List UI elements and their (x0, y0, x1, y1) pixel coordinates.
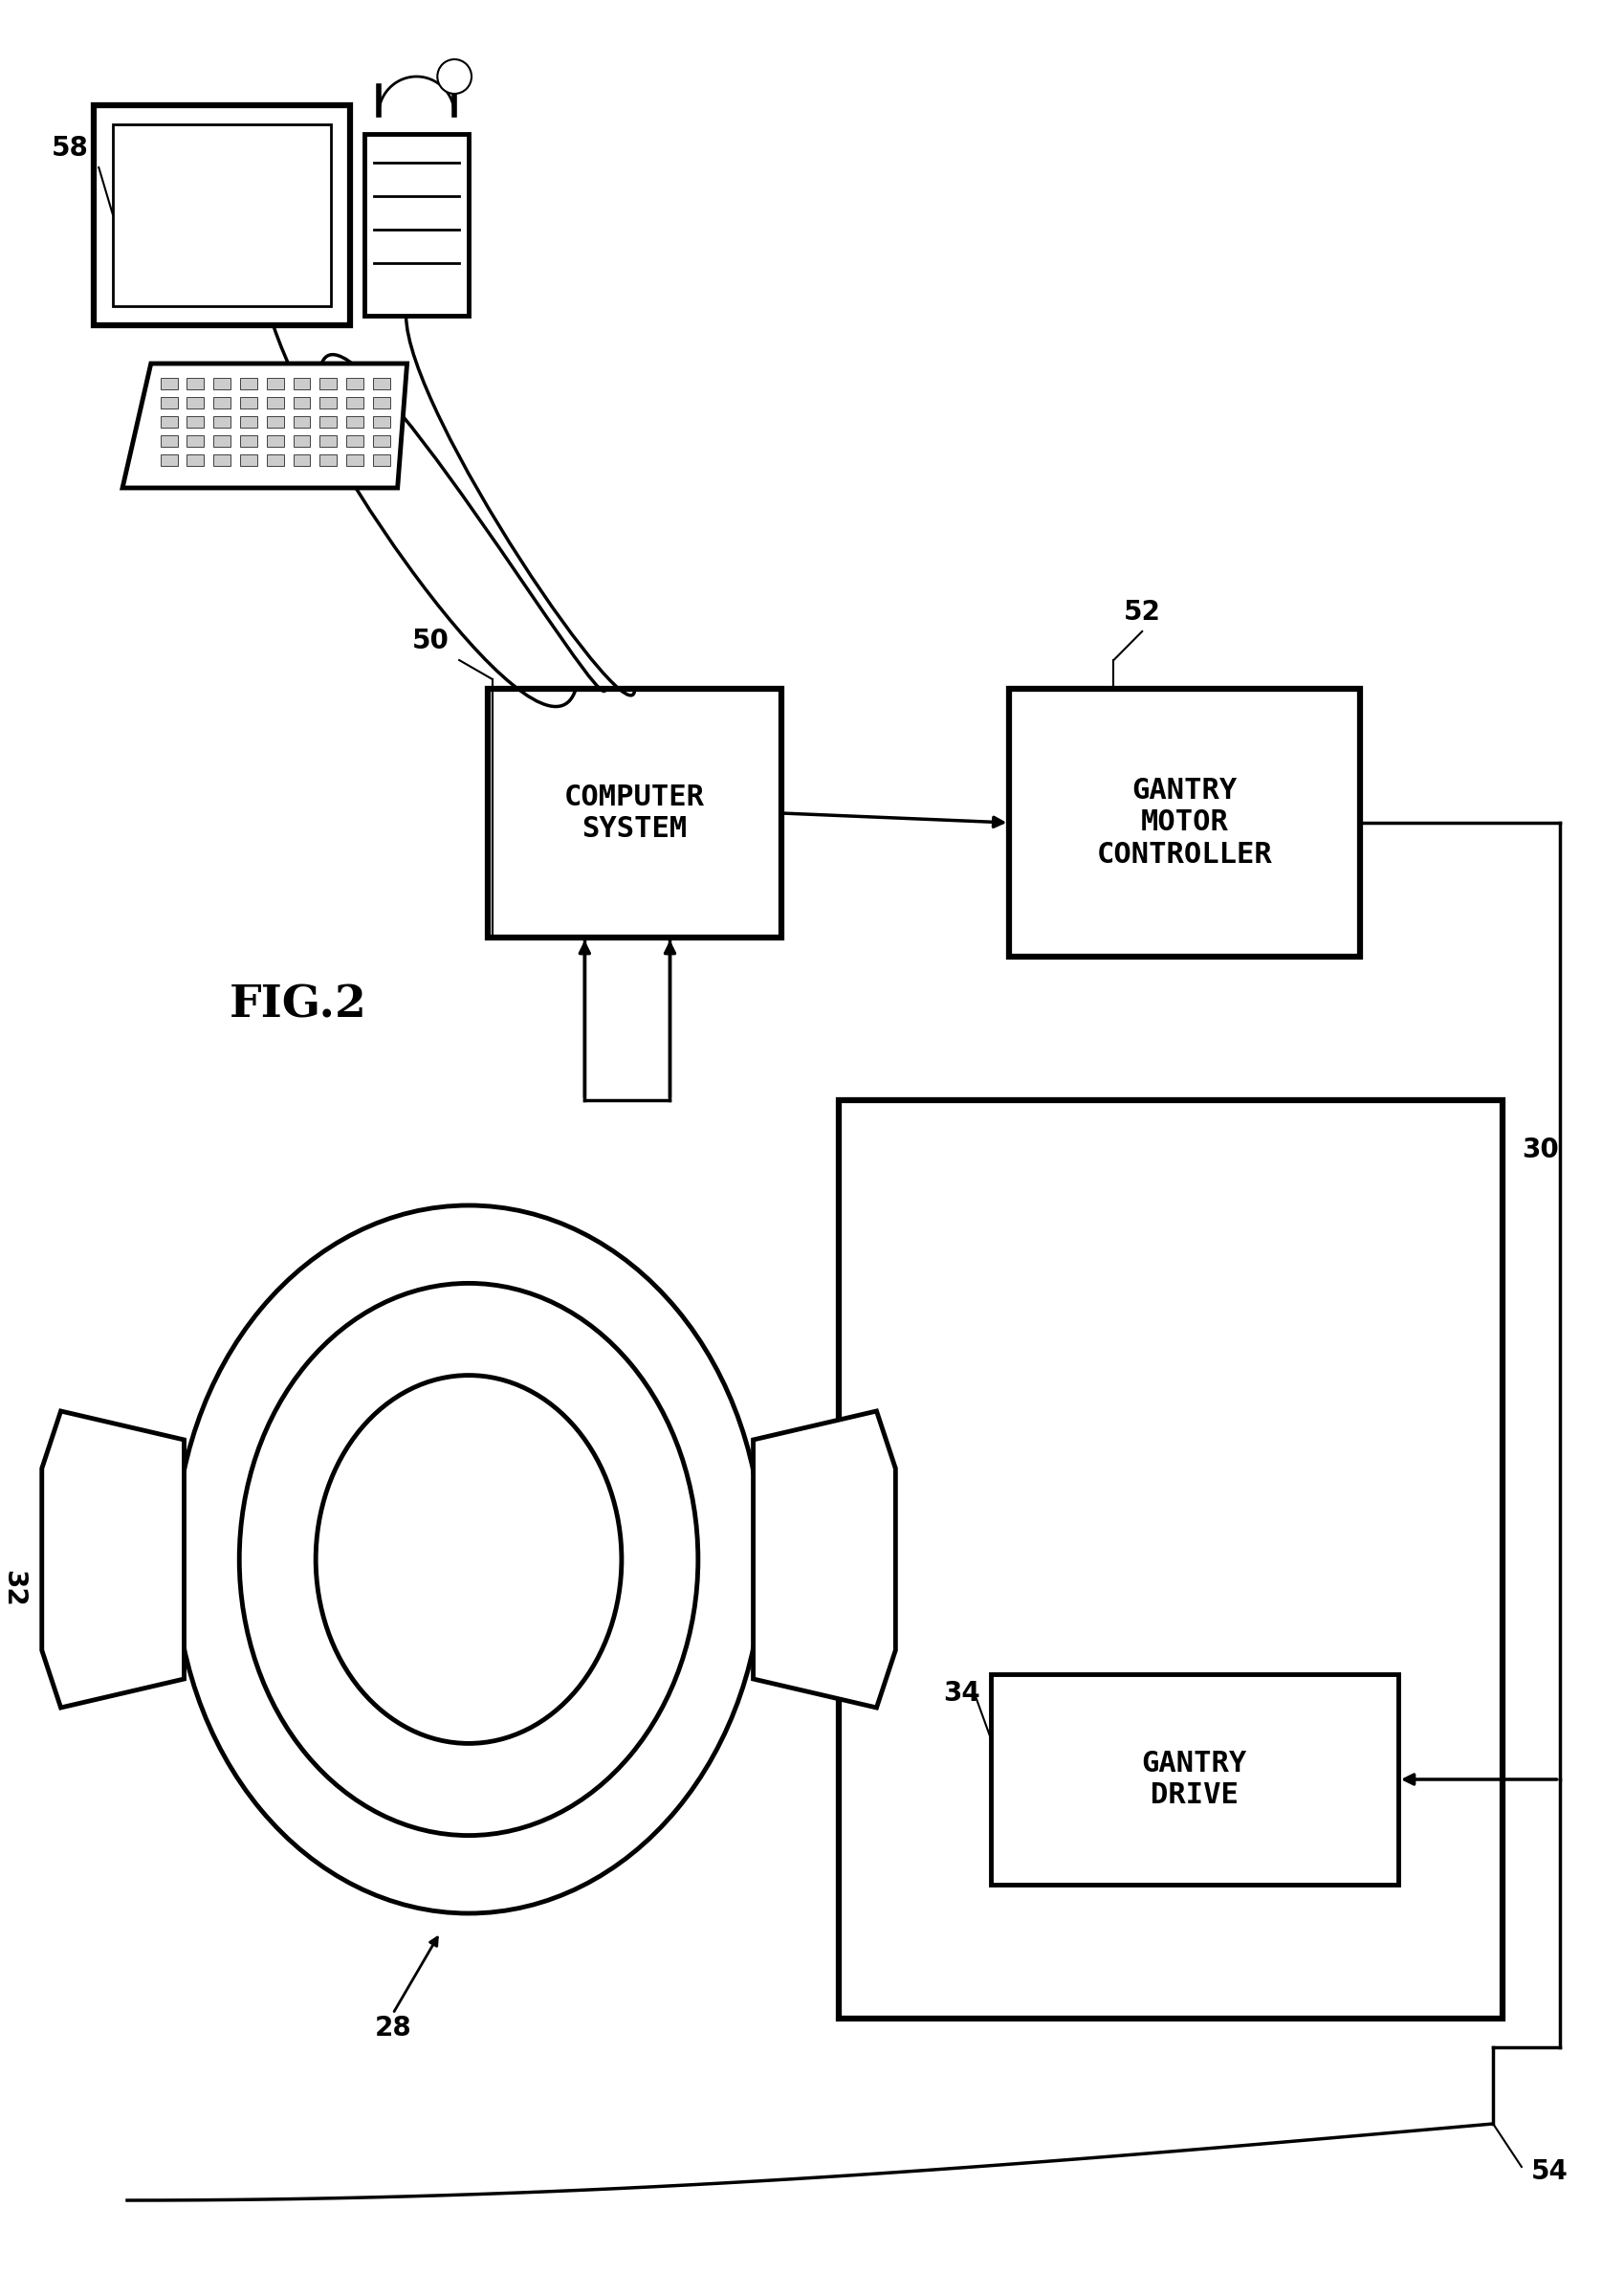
Bar (187, 436, 205, 448)
Bar (374, 397, 390, 409)
Text: 28: 28 (374, 2016, 411, 2041)
Text: 50: 50 (412, 627, 450, 654)
Bar (266, 379, 284, 390)
Ellipse shape (239, 1283, 698, 1835)
Bar (294, 436, 310, 448)
Bar (240, 397, 257, 409)
Bar (294, 455, 310, 466)
Polygon shape (122, 363, 408, 487)
Bar (161, 379, 177, 390)
Bar (240, 379, 257, 390)
Bar (374, 416, 390, 427)
Bar (294, 416, 310, 427)
Bar (213, 416, 231, 427)
Bar (320, 436, 336, 448)
Bar (213, 455, 231, 466)
Bar (187, 379, 205, 390)
Bar (294, 397, 310, 409)
Bar (294, 379, 310, 390)
Bar (240, 436, 257, 448)
Text: 52: 52 (1124, 599, 1161, 625)
Bar (213, 379, 231, 390)
Bar (240, 416, 257, 427)
Bar (838, 1100, 1502, 2018)
Bar (94, 106, 351, 326)
Bar (346, 455, 364, 466)
Bar (187, 416, 205, 427)
Text: GANTRY
DRIVE: GANTRY DRIVE (1142, 1750, 1247, 1809)
Bar (364, 133, 469, 315)
Bar (187, 455, 205, 466)
Bar (266, 436, 284, 448)
Text: 54: 54 (1531, 2158, 1569, 2186)
Bar (1010, 689, 1361, 957)
Text: 58: 58 (52, 135, 89, 161)
Text: GANTRY
MOTOR
CONTROLLER: GANTRY MOTOR CONTROLLER (1096, 776, 1273, 868)
Bar (213, 397, 231, 409)
Bar (161, 436, 177, 448)
Bar (161, 397, 177, 409)
Bar (266, 455, 284, 466)
Polygon shape (754, 1412, 895, 1708)
Bar (320, 379, 336, 390)
Text: 34: 34 (944, 1681, 981, 1706)
Text: FIG.2: FIG.2 (229, 983, 367, 1026)
Bar (320, 397, 336, 409)
Bar (374, 436, 390, 448)
Bar (374, 455, 390, 466)
Text: COMPUTER
SYSTEM: COMPUTER SYSTEM (565, 783, 705, 843)
Bar (991, 1674, 1398, 1885)
Bar (487, 689, 781, 937)
Bar (346, 416, 364, 427)
Bar (266, 397, 284, 409)
Bar (320, 416, 336, 427)
Bar (374, 379, 390, 390)
Text: 30: 30 (1522, 1137, 1559, 1164)
Ellipse shape (315, 1375, 622, 1743)
Circle shape (437, 60, 471, 94)
Bar (346, 436, 364, 448)
Bar (161, 455, 177, 466)
Bar (266, 416, 284, 427)
Bar (114, 124, 331, 305)
Ellipse shape (175, 1205, 763, 1913)
Bar (346, 397, 364, 409)
Bar (346, 379, 364, 390)
Polygon shape (42, 1412, 184, 1708)
Bar (320, 455, 336, 466)
Bar (187, 397, 205, 409)
Text: 32: 32 (0, 1570, 26, 1607)
Bar (240, 455, 257, 466)
Bar (161, 416, 177, 427)
Bar (213, 436, 231, 448)
